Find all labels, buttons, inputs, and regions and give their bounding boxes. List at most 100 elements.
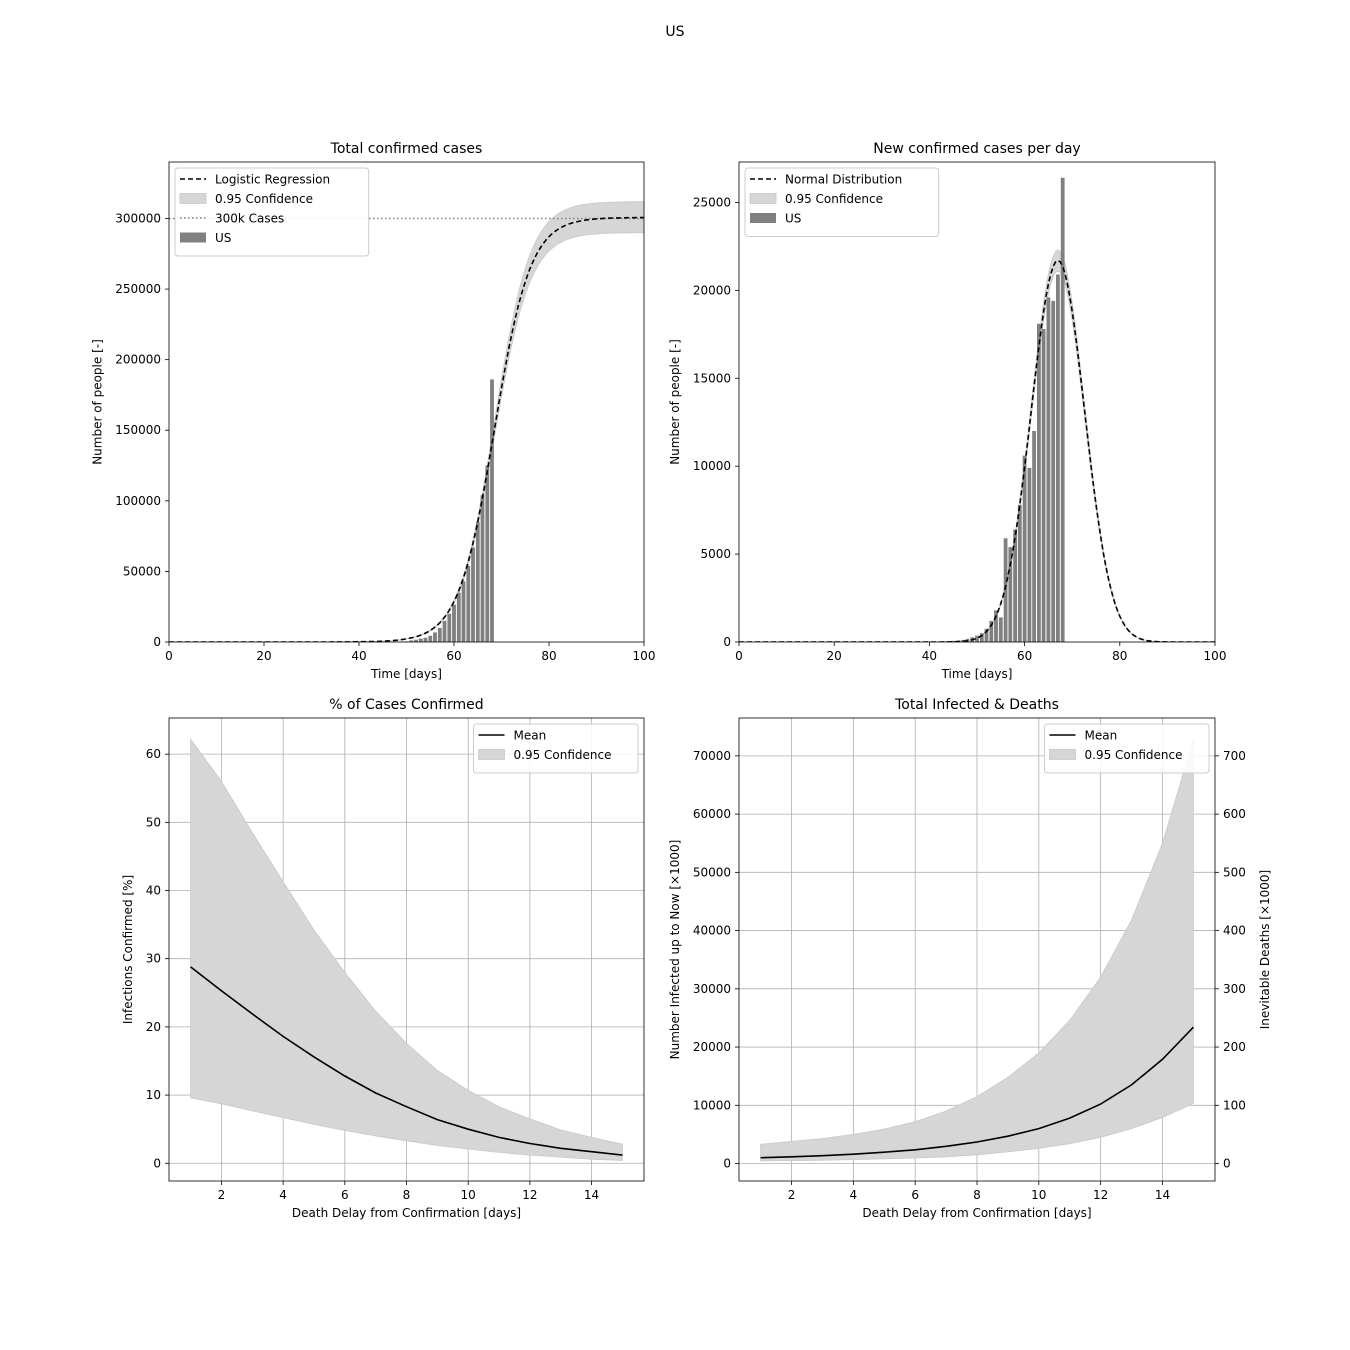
confidence-band <box>190 737 623 1161</box>
y-tick-label: 0 <box>153 635 161 649</box>
axes-frame <box>168 161 645 643</box>
bar-day-66 <box>1051 300 1056 642</box>
series-mean <box>190 966 623 1156</box>
y2-tick-label: 500 <box>1223 865 1246 879</box>
bar-day-56 <box>433 632 437 642</box>
y-tick-label: 70000 <box>693 749 731 763</box>
bar-day-57 <box>437 627 442 642</box>
legend-mean-label: Mean <box>1085 729 1118 743</box>
bar-day-50 <box>975 635 979 642</box>
figure-title: US <box>665 24 685 40</box>
bar-day-55 <box>428 635 433 642</box>
y-tick-label: 300000 <box>115 211 161 225</box>
bar-day-62 <box>1032 431 1036 642</box>
y-tick-label: 60000 <box>693 807 731 821</box>
bar-day-57 <box>1008 547 1013 642</box>
y2-tick-label: 200 <box>1223 1040 1246 1054</box>
y-tick-label: 25000 <box>693 195 731 209</box>
bar-day-65 <box>1046 297 1051 642</box>
x-tick-label: 4 <box>850 1188 858 1202</box>
x-tick-label: 12 <box>1093 1188 1108 1202</box>
x-axis-label: Death Delay from Confirmation [days] <box>292 1206 521 1220</box>
y-tick-label: 10000 <box>693 459 731 473</box>
bar-day-51 <box>979 633 984 642</box>
x-axis-label: Death Delay from Confirmation [days] <box>862 1206 1091 1220</box>
legend-0-95-confidence-label: 0.95 Confidence <box>215 192 313 206</box>
y-tick-label: 15000 <box>693 371 731 385</box>
legend-box <box>1044 723 1210 774</box>
legend-0-95-confidence-swatch <box>179 193 207 204</box>
x-tick-label: 2 <box>218 1188 226 1202</box>
y-tick-label: 0 <box>723 635 731 649</box>
bar-day-62 <box>461 581 466 642</box>
bar-day-54 <box>423 637 428 642</box>
bar-day-47 <box>960 639 965 642</box>
legend-box <box>744 167 940 237</box>
bar-day-52 <box>984 628 989 642</box>
y-tick-label: 20 <box>146 1020 161 1034</box>
legend-0-95-confidence-label: 0.95 Confidence <box>1085 748 1183 762</box>
y-tick-label: 5000 <box>700 547 731 561</box>
bar-day-60 <box>1022 455 1027 642</box>
chart-title: Total confirmed cases <box>330 141 483 157</box>
bar-day-59 <box>1017 504 1022 642</box>
y-tick-label: 50000 <box>693 865 731 879</box>
bar-day-67 <box>1056 274 1060 642</box>
x-tick-label: 4 <box>279 1188 287 1202</box>
y-axis-label: Number of people [-] <box>668 339 682 465</box>
y-axis-label: Number Infected up to Now [×1000] <box>668 840 682 1060</box>
x-tick-label: 10 <box>461 1188 476 1202</box>
bar-day-60 <box>452 604 456 642</box>
y2-tick-label: 100 <box>1223 1098 1246 1112</box>
legend-box <box>174 167 370 257</box>
y2-tick-label: 0 <box>1223 1157 1231 1171</box>
legend-0-95-confidence-swatch <box>478 749 505 760</box>
bar-day-55 <box>998 617 1003 642</box>
x-tick-label: 2 <box>788 1188 796 1202</box>
y-axis-label: Number of people [-] <box>90 339 104 465</box>
y-axis-label: Infections Confirmed [%] <box>121 875 135 1024</box>
plot-area <box>190 737 623 1161</box>
x-tick-label: 8 <box>973 1188 981 1202</box>
x-tick-label: 80 <box>1112 649 1127 663</box>
x-tick-label: 6 <box>911 1188 919 1202</box>
legend-300k-cases-label: 300k Cases <box>215 212 284 226</box>
x-tick-label: 100 <box>1204 649 1227 663</box>
plot-area <box>169 201 644 642</box>
plot-area <box>739 177 1215 642</box>
y-tick-label: 20000 <box>693 283 731 297</box>
legend-us-swatch <box>180 232 206 243</box>
bar-day-54 <box>994 610 998 642</box>
y-tick-label: 50 <box>146 815 161 829</box>
plot-area <box>760 739 1194 1162</box>
y-tick-label: 10 <box>146 1088 161 1102</box>
x-tick-label: 10 <box>1031 1188 1046 1202</box>
y-tick-label: 200000 <box>115 353 161 367</box>
y-tick-label: 40 <box>146 884 161 898</box>
bar-day-68 <box>490 379 494 642</box>
y-tick-label: 10000 <box>693 1098 731 1112</box>
x-tick-label: 0 <box>165 649 173 663</box>
x-tick-label: 60 <box>1017 649 1032 663</box>
bar-day-63 <box>1037 323 1041 642</box>
x-tick-label: 0 <box>735 649 743 663</box>
bar-day-45 <box>951 640 956 642</box>
y-tick-label: 0 <box>153 1156 161 1170</box>
bar-day-58 <box>1013 529 1017 642</box>
bar-day-56 <box>1003 538 1008 642</box>
bar-day-52 <box>414 639 418 642</box>
x-tick-label: 60 <box>446 649 461 663</box>
x-axis-label: Time [days] <box>941 667 1013 681</box>
legend-box <box>473 723 639 774</box>
y-tick-label: 40000 <box>693 924 731 938</box>
legend-normal-distribution-label: Normal Distribution <box>785 173 902 187</box>
x-tick-label: 8 <box>403 1188 411 1202</box>
legend-logistic-regression-label: Logistic Regression <box>215 173 330 187</box>
bar-day-63 <box>466 565 471 642</box>
bar-day-64 <box>1041 329 1046 642</box>
legend: Logistic Regression 0.95 Confidence 300k C… <box>174 167 370 257</box>
y2-tick-label: 300 <box>1223 982 1246 996</box>
